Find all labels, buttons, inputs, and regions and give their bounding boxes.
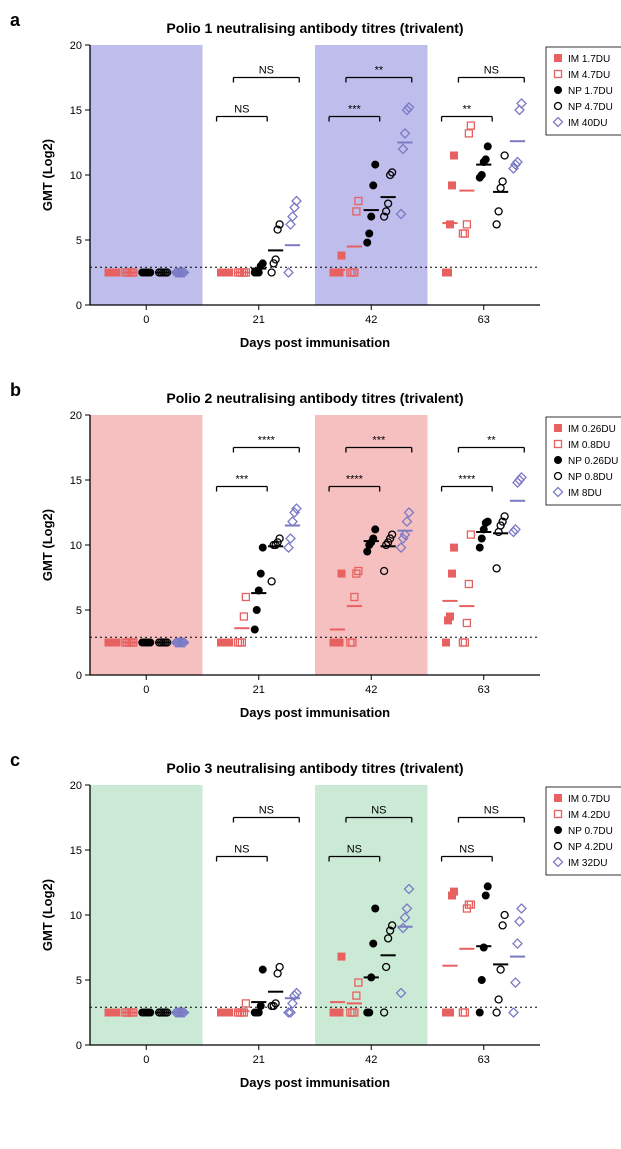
ytick-label: 15 — [70, 475, 82, 487]
sig-label: NS — [259, 65, 274, 77]
ytick-label: 0 — [76, 670, 82, 682]
xlabel: Days post immunisation — [240, 335, 390, 350]
ytick-label: 20 — [70, 410, 82, 422]
chart-title: Polio 2 neutralising antibody titres (tr… — [166, 390, 463, 406]
legend-label: IM 8DU — [568, 488, 602, 499]
xtick-label: 0 — [143, 1054, 149, 1066]
sig-label: NS — [484, 65, 499, 77]
sig-label: NS — [234, 844, 249, 856]
legend-label: IM 40DU — [568, 118, 607, 129]
panel-label: b — [10, 380, 21, 401]
sig-label: NS — [484, 805, 499, 817]
ytick-label: 10 — [70, 540, 82, 552]
ytick-label: 10 — [70, 170, 82, 182]
sig-label: *** — [235, 474, 249, 486]
sig-label: ** — [463, 104, 472, 116]
ytick-label: 20 — [70, 780, 82, 792]
ytick-label: 15 — [70, 845, 82, 857]
xtick-label: 0 — [143, 684, 149, 696]
ytick-label: 5 — [76, 605, 82, 617]
xtick-label: 21 — [253, 314, 265, 326]
panel-c: c 0 5 10 15 20 0 21 42 63 Days post immunisation GM… — [10, 750, 621, 1100]
sig-label: **** — [458, 474, 476, 486]
panel-a: a 0 5 10 15 20 0 21 42 63 Days post immunisation GM… — [10, 10, 621, 360]
ytick-label: 5 — [76, 235, 82, 247]
legend-label: IM 1.7DU — [568, 54, 610, 65]
xtick-label: 42 — [365, 314, 377, 326]
sig-label: **** — [346, 474, 364, 486]
sig-label: *** — [372, 435, 386, 447]
sig-label: NS — [371, 805, 386, 817]
figure-container: a 0 5 10 15 20 0 21 42 63 Days post immunisation GM… — [10, 10, 621, 1100]
xtick-label: 42 — [365, 684, 377, 696]
chart-c: 0 5 10 15 20 0 21 42 63 Days post immunisation GMT… — [35, 750, 621, 1100]
xtick-label: 21 — [253, 684, 265, 696]
legend-label: NP 0.26DU — [568, 456, 618, 467]
legend-label: IM 0.26DU — [568, 424, 616, 435]
panel-label: a — [10, 10, 20, 31]
sig-label: NS — [259, 805, 274, 817]
sig-label: ** — [487, 435, 496, 447]
legend-label: IM 0.8DU — [568, 440, 610, 451]
ytick-label: 15 — [70, 105, 82, 117]
xtick-label: 63 — [478, 684, 490, 696]
xtick-label: 63 — [478, 314, 490, 326]
ytick-label: 5 — [76, 975, 82, 987]
legend-label: NP 4.7DU — [568, 102, 613, 113]
ytick-label: 0 — [76, 300, 82, 312]
legend-label: NP 1.7DU — [568, 86, 613, 97]
sig-label: **** — [258, 435, 276, 447]
legend-label: IM 0.7DU — [568, 794, 610, 805]
chart-title: Polio 3 neutralising antibody titres (tr… — [166, 760, 463, 776]
ytick-label: 0 — [76, 1040, 82, 1052]
legend-label: IM 32DU — [568, 858, 607, 869]
sig-label: ** — [375, 65, 384, 77]
sig-label: NS — [459, 844, 474, 856]
xtick-label: 0 — [143, 314, 149, 326]
sig-label: NS — [347, 844, 362, 856]
panel-b: b 0 5 10 15 20 0 21 42 63 Days post immunisation GM… — [10, 380, 621, 730]
ylabel: GMT (Log2) — [40, 509, 55, 581]
legend-label: IM 4.7DU — [568, 70, 610, 81]
xlabel: Days post immunisation — [240, 1075, 390, 1090]
xtick-label: 21 — [253, 1054, 265, 1066]
chart-title: Polio 1 neutralising antibody titres (tr… — [166, 20, 463, 36]
panel-label: c — [10, 750, 20, 771]
sig-label: NS — [234, 104, 249, 116]
xtick-label: 63 — [478, 1054, 490, 1066]
legend-label: NP 4.2DU — [568, 842, 613, 853]
ytick-label: 10 — [70, 910, 82, 922]
xlabel: Days post immunisation — [240, 705, 390, 720]
legend-label: NP 0.7DU — [568, 826, 613, 837]
xtick-label: 42 — [365, 1054, 377, 1066]
legend-label: IM 4.2DU — [568, 810, 610, 821]
ylabel: GMT (Log2) — [40, 139, 55, 211]
chart-a: 0 5 10 15 20 0 21 42 63 Days post immunisation GMT… — [35, 10, 621, 360]
chart-b: 0 5 10 15 20 0 21 42 63 Days post immunisation GMT… — [35, 380, 621, 730]
ylabel: GMT (Log2) — [40, 879, 55, 951]
sig-label: *** — [348, 104, 362, 116]
legend-label: NP 0.8DU — [568, 472, 613, 483]
ytick-label: 20 — [70, 40, 82, 52]
